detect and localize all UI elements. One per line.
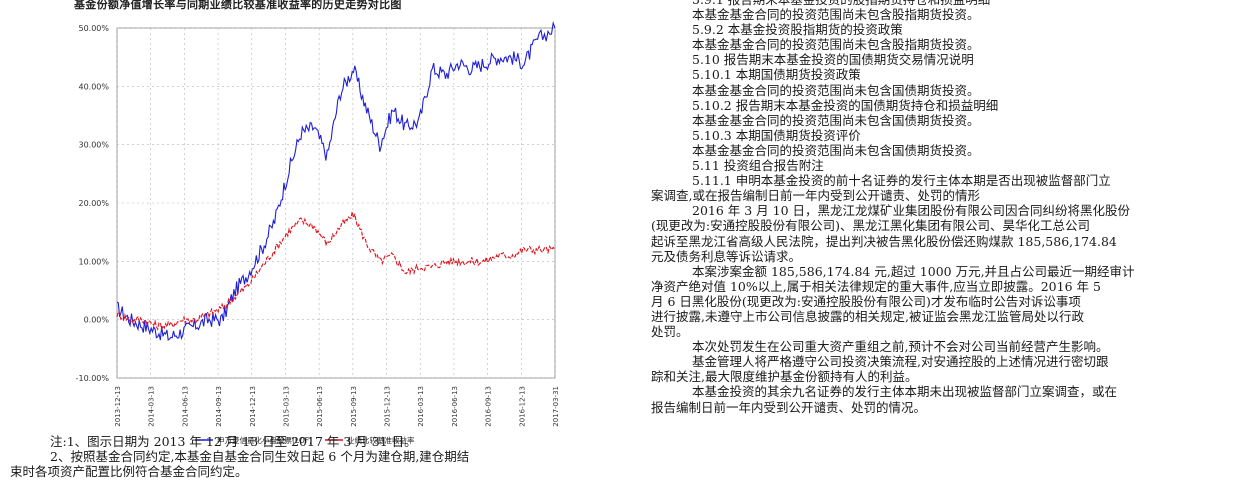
y-tick-label: 30.00% xyxy=(78,141,109,150)
x-tick-label: 2017-03-31 xyxy=(552,386,560,427)
report-line: 踪和关注,最大限度维护基金份额持有人的利益。 xyxy=(651,369,918,385)
report-line: 基金管理人将严格遵守公司投资决策流程,对安通控股的上述情况进行密切跟 xyxy=(692,354,1109,370)
report-line: 进行披露,未遵守上市公司信息披露的相关规定,被证监会黑龙江监管局处以行政 xyxy=(651,308,1084,324)
x-tick-label: 2015-03-13 xyxy=(282,386,290,427)
x-tick-label: 2015-06-13 xyxy=(316,386,324,427)
x-tick-label: 2013-12-13 xyxy=(114,386,122,427)
y-tick-label: 40.00% xyxy=(78,82,109,91)
legend-label: 业绩比较基准收益率 xyxy=(347,435,415,445)
report-line: 5.9.1 报告期末本基金投资的股指期货持仓和损益明细 xyxy=(651,0,1254,7)
x-tick-label: 2014-03-13 xyxy=(148,386,156,427)
legend-label: 申万菱信量化小盘股票(LOF) xyxy=(217,435,312,445)
x-tick-label: 2016-03-13 xyxy=(417,386,425,427)
report-line: 本案涉案金额 185,586,174.84 元,超过 1000 万元,并且占公司… xyxy=(692,263,1135,279)
report-line: 案调查,或在报告编制日前一年内受到公开谴责、处罚的情形 xyxy=(651,188,980,204)
report-line: 5.10.1 本期国债期货投资政策 xyxy=(692,67,861,83)
y-tick-label: 10.00% xyxy=(78,257,109,266)
x-tick-label: 2014-12-13 xyxy=(249,386,257,427)
report-line: 净资产绝对值 10%以上,属于相关法律规定的重大事件,应当立即披露。2016 年… xyxy=(651,278,1101,294)
report-line: 2016 年 3 月 10 日，黑龙江龙煤矿业集团股份有限公司因合同纠纷将黑化股… xyxy=(692,203,1131,219)
x-tick-label: 2015-09-13 xyxy=(350,386,358,427)
report-line: 5.9.2 本基金投资股指期货的投资政策 xyxy=(692,22,903,38)
report-line: (现更改为:安通控股股份有限公司)、黑龙江黑化集团有限公司、昊华化工总公司 xyxy=(651,218,1090,234)
report-line: 本基金基金合同的投资范围尚未包含股指期货投资。 xyxy=(692,37,980,53)
x-tick-label: 2016-09-13 xyxy=(485,386,493,427)
report-line: 本基金基金合同的投资范围尚未包含国债期货投资。 xyxy=(692,112,980,128)
report-line: 本基金基金合同的投资范围尚未包含国债期货投资。 xyxy=(692,82,980,98)
note-line-2: 2、按照基金合同约定,本基金自基金合同生效日起 6 个月为建仓期,建仓期结 xyxy=(50,449,470,464)
y-tick-label: -10.00% xyxy=(76,374,110,383)
x-tick-label: 2016-06-13 xyxy=(451,386,459,427)
report-line: 本基金基金合同的投资范围尚未包含国债期货投资。 xyxy=(692,142,980,158)
report-line: 本次处罚发生在公司重大资产重组之前,预计不会对公司当前经营产生影响。 xyxy=(692,339,1109,355)
chart-title: 基金份额净值增长率与同期业绩比较基准收益率的历史走势对比图 xyxy=(74,0,402,11)
x-tick-label: 2014-09-13 xyxy=(215,386,223,427)
chart-container: 50.00% 40.00% 30.00% 20.00% 10.00% 0.00% -10.0… xyxy=(55,12,565,467)
report-line: 月 6 日黑化股份(现更改为:安通控股股份有限公司)才发布临时公告对诉讼事项 xyxy=(651,293,1081,309)
y-tick-label: 0.00% xyxy=(84,316,110,325)
report-line: 起诉至黑龙江省高级人民法院，提出判决被告黑化股份偿还购煤款 185,586,17… xyxy=(651,233,1117,249)
report-line: 本基金基金合同的投资范围尚未包含股指期货投资。 xyxy=(692,7,980,23)
y-tick-label: 50.00% xyxy=(78,24,109,33)
series-line-benchmark xyxy=(116,211,556,332)
report-line: 5.11 投资组合报告附注 xyxy=(692,158,824,174)
report-line: 报告编制日前一年内受到公开谴责、处罚的情况。 xyxy=(651,399,927,415)
x-tick-label: 2014-06-13 xyxy=(181,386,189,427)
line-chart: 50.00% 40.00% 30.00% 20.00% 10.00% 0.00% -10.0… xyxy=(76,20,560,445)
y-tick-label: 20.00% xyxy=(78,199,109,208)
report-line: 5.11.1 申明本基金投资的前十名证券的发行主体本期是否出现被监督部门立 xyxy=(692,173,1111,189)
note-line-3: 束时各项资产配置比例符合基金合同约定。 xyxy=(10,464,248,479)
report-line: 5.10 报告期末本基金投资的国债期货交易情况说明 xyxy=(692,52,974,68)
x-tick-label: 2016-12-13 xyxy=(518,386,526,427)
report-line: 处罚。 xyxy=(651,324,689,340)
report-line: 5.10.2 报告期末本基金投资的国债期货持仓和损益明细 xyxy=(692,97,999,113)
x-tick-label: 2015-12-13 xyxy=(384,386,392,427)
report-line: 本基金投资的其余九名证券的发行主体本期未出现被监督部门立案调查，或在 xyxy=(692,384,1118,400)
note-line-1: 注:1、图示日期为 2013 年 12 月 13 日至 2017 年 3 月 3… xyxy=(50,434,417,449)
report-line: 5.10.3 本期国债期货投资评价 xyxy=(692,127,861,143)
report-text-column: 5.9.1 报告期末本基金投资的股指期货持仓和损益明细本基金基金合同的投资范围尚… xyxy=(651,0,1254,415)
report-line: 元及债务利息等诉讼请求。 xyxy=(651,248,802,264)
